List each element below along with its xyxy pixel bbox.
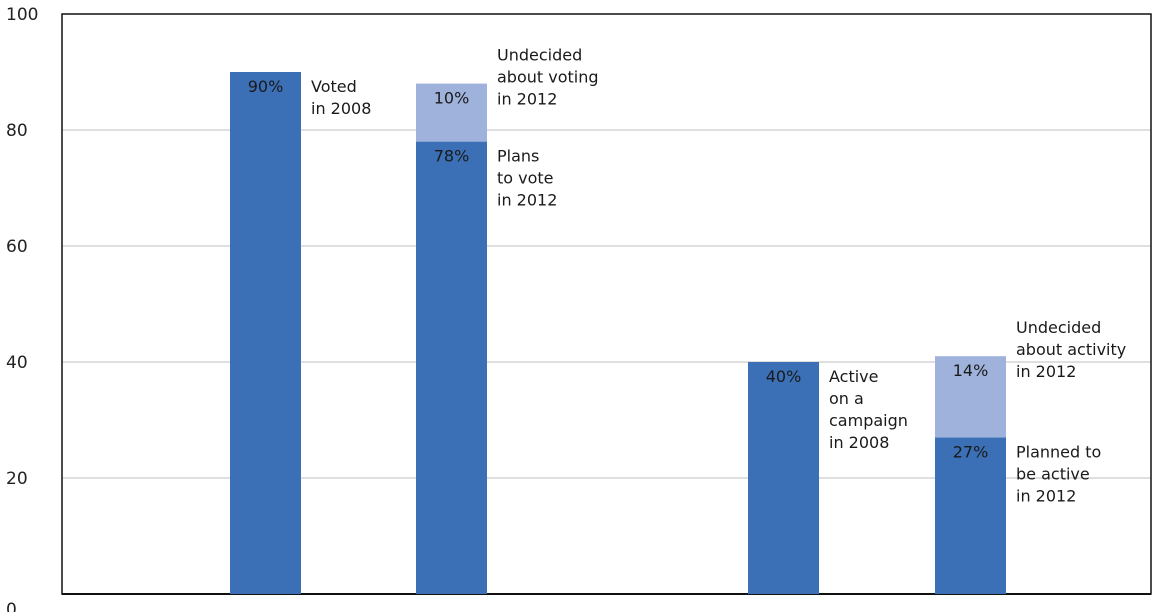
bar-annotation: about voting [497,68,599,87]
bar-segment [230,72,301,594]
bar-annotation: Active [829,367,879,386]
bar-value-label: 40% [766,367,802,386]
bar-annotation: in 2008 [829,433,889,452]
y-tick-label: 40 [6,353,28,373]
bar-annotation: in 2012 [1016,362,1076,381]
bar-annotation: in 2008 [311,99,371,118]
bar-segment [935,356,1006,438]
bar-annotation: Planned to [1016,442,1101,461]
bar-value-label: 10% [434,89,470,108]
y-tick-label: 20 [6,469,28,489]
bar-value-label: 78% [434,147,470,166]
bar-value-label: 27% [953,442,989,461]
bar-segment [935,437,1006,594]
bar-annotation: to vote [497,169,554,188]
bar-annotation: in 2012 [1016,486,1076,505]
bar-annotation: Plans [497,147,539,166]
bar-annotation: about activity [1016,340,1126,359]
bar-annotation: be active [1016,464,1090,483]
y-tick-label: 80 [6,121,28,141]
y-tick-label: 100 [6,5,38,25]
bar-annotation: Undecided [1016,318,1101,337]
y-tick-label: 0 [6,600,17,612]
bar-annotation: in 2012 [497,90,557,109]
bar-value-label: 14% [953,361,989,380]
bar-value-label: 90% [248,77,284,96]
bar-annotation: in 2012 [497,191,557,210]
bar-annotation: on a [829,389,864,408]
bar-annotation: campaign [829,411,908,430]
y-tick-label: 60 [6,237,28,257]
bar-segment [748,362,819,594]
bar-segment [416,83,487,142]
bar-annotation: Voted [311,77,357,96]
bar-annotation: Undecided [497,46,582,65]
bar-segment [416,141,487,594]
